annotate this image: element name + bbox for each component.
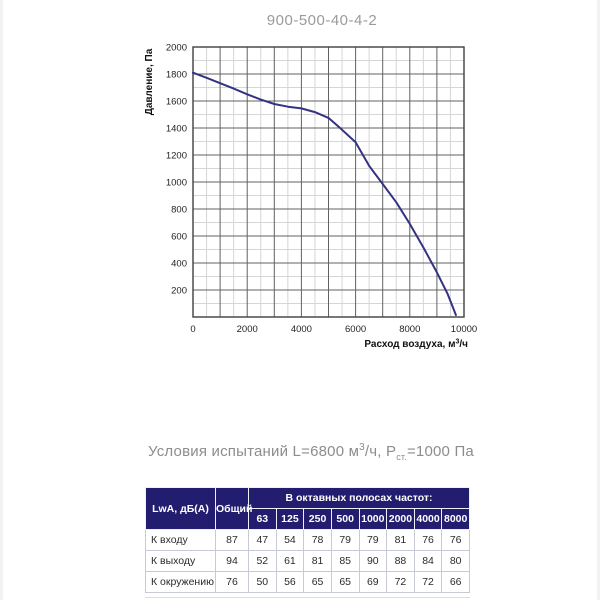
octave-value-2-125: 61 xyxy=(275,550,305,572)
total-value-3: 76 xyxy=(215,571,249,593)
octave-value-2-63: 52 xyxy=(248,550,277,572)
grid-major xyxy=(193,47,464,317)
table-row-1: К входу 87 47 54 78 79 79 81 76 76 xyxy=(145,529,470,551)
y-axis-title: Давление, Па xyxy=(144,48,155,115)
x-tick-0: 0 xyxy=(190,324,195,335)
x-tick-6000: 6000 xyxy=(345,324,366,335)
table-row-2: К выходу 94 52 61 81 85 90 88 84 80 xyxy=(145,550,470,572)
octave-value-3-1000: 69 xyxy=(358,571,388,593)
octave-value-2-250: 81 xyxy=(303,550,332,572)
freq-header-2000: 2000 xyxy=(386,508,415,530)
x-axis-title: Расход воздуха, м3/ч xyxy=(364,339,468,351)
octave-value-3-63: 50 xyxy=(248,571,277,593)
x-tick-8000: 8000 xyxy=(399,324,420,335)
page-left-edge xyxy=(0,0,3,600)
freq-header-500: 500 xyxy=(330,508,360,530)
y-tick-1400: 1400 xyxy=(166,124,187,135)
octave-band-header-cell: В октавных полосах частот: xyxy=(248,487,470,509)
total-header-cell: Общий xyxy=(215,487,252,530)
total-value-1: 87 xyxy=(215,529,249,551)
y-tick-1800: 1800 xyxy=(166,70,187,81)
plot-border xyxy=(192,46,465,318)
octave-value-1-63: 47 xyxy=(248,529,277,551)
octave-value-1-2000: 81 xyxy=(386,529,415,551)
table-row-3: К окружению 76 50 56 65 65 69 72 72 66 xyxy=(145,571,470,593)
y-tick-600: 600 xyxy=(171,232,187,243)
y-tick-800: 800 xyxy=(171,205,187,216)
pressure-flow-chart: 200 400 600 800 1000 1200 1400 1600 1800 2000 0 200… xyxy=(144,43,477,351)
octave-value-3-2000: 72 xyxy=(386,571,415,593)
superscript-3: 3 xyxy=(359,442,365,453)
octave-value-2-4000: 84 xyxy=(413,550,443,572)
conditions-text-2: /ч, Р xyxy=(364,443,397,460)
conditions-text-1: Условия испытаний L=6800 м xyxy=(148,443,360,460)
cutoff-row-line xyxy=(145,597,470,598)
y-tick-1600: 1600 xyxy=(166,97,187,108)
octave-value-1-1000: 79 xyxy=(358,529,388,551)
frequency-header-row: 63 125 250 500 1000 2000 4000 8000 xyxy=(146,508,470,530)
x-axis-tick-labels: 0 2000 4000 6000 8000 10000 xyxy=(190,324,477,335)
y-tick-400: 400 xyxy=(171,259,187,270)
row-label-3: К окружению xyxy=(145,571,216,593)
y-tick-2000: 2000 xyxy=(166,43,187,54)
freq-header-63: 63 xyxy=(248,508,277,530)
total-value-2: 94 xyxy=(215,550,249,572)
row-label-2: К выходу xyxy=(145,550,216,572)
octave-value-2-2000: 88 xyxy=(386,550,415,572)
octave-value-1-250: 78 xyxy=(303,529,332,551)
test-conditions-line: Условия испытаний L=6800 м3/ч, Рст.=1000… xyxy=(148,442,474,462)
row-label-1: К входу xyxy=(145,529,216,551)
y-tick-1000: 1000 xyxy=(166,178,187,189)
table-header-row-1: LwA, дБ(A) Общий В октавных полосах част… xyxy=(145,487,470,530)
octave-value-3-4000: 72 xyxy=(413,571,443,593)
x-tick-10000: 10000 xyxy=(451,324,477,335)
octave-value-3-125: 56 xyxy=(275,571,305,593)
noise-table-body: К входу 87 47 54 78 79 79 81 76 76 К выходу 94 52 61 8… xyxy=(145,529,470,593)
pressure-curve xyxy=(192,71,457,316)
y-tick-1200: 1200 xyxy=(166,151,187,162)
freq-header-1000: 1000 xyxy=(358,508,388,530)
freq-header-125: 125 xyxy=(275,508,305,530)
octave-value-1-500: 79 xyxy=(330,529,360,551)
freq-header-250: 250 xyxy=(303,508,332,530)
y-axis-tick-labels: 200 400 600 800 1000 1200 1400 1600 1800 2000 xyxy=(166,43,187,297)
noise-levels-table: LwA, дБ(A) Общий В октавных полосах част… xyxy=(145,487,470,593)
octave-value-3-500: 65 xyxy=(330,571,360,593)
x-tick-2000: 2000 xyxy=(237,324,258,335)
octave-value-2-500: 85 xyxy=(330,550,360,572)
conditions-text-3: =1000 Па xyxy=(406,443,474,460)
lwa-header-cell: LwA, дБ(A) xyxy=(145,487,216,530)
model-title: 900-500-40-4-2 xyxy=(266,12,378,29)
freq-header-4000: 4000 xyxy=(413,508,443,530)
octave-value-1-125: 54 xyxy=(275,529,305,551)
octave-value-3-8000: 66 xyxy=(441,571,470,593)
octave-value-1-8000: 76 xyxy=(441,529,470,551)
freq-header-8000: 8000 xyxy=(441,508,470,530)
octave-value-3-250: 65 xyxy=(303,571,332,593)
x-tick-4000: 4000 xyxy=(291,324,312,335)
y-tick-200: 200 xyxy=(171,286,187,297)
octave-value-2-1000: 90 xyxy=(358,550,388,572)
octave-value-1-4000: 76 xyxy=(413,529,443,551)
subscript-st: ст. xyxy=(396,452,407,462)
page-right-edge xyxy=(597,0,600,600)
octave-value-2-8000: 80 xyxy=(441,550,470,572)
